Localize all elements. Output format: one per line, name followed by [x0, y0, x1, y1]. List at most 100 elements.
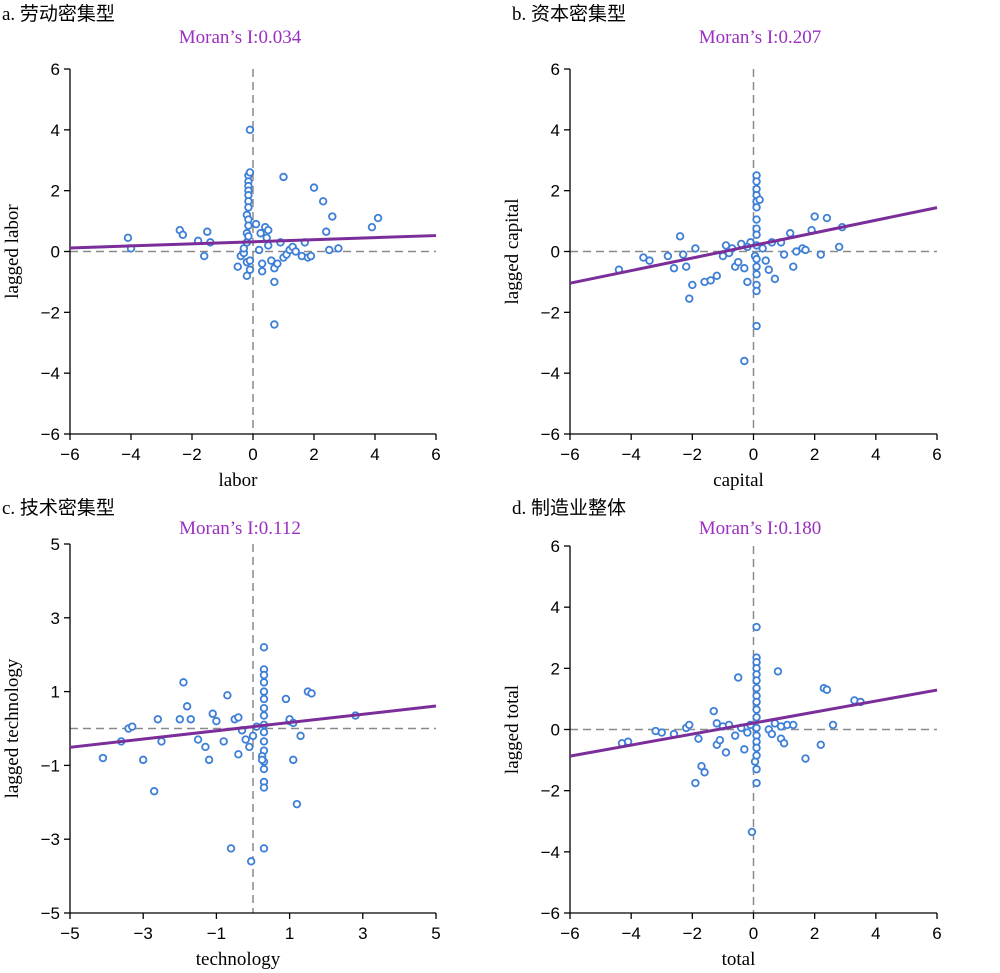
data-point — [259, 670, 269, 680]
data-point — [709, 706, 718, 716]
x-tick-label: 0 — [749, 924, 758, 943]
data-point — [764, 265, 773, 274]
x-tick-label: −1 — [207, 924, 226, 943]
x-axis-title: capital — [713, 470, 764, 491]
data-point — [752, 622, 761, 632]
data-point — [254, 245, 264, 255]
data-point — [259, 687, 269, 696]
x-tick-label: −2 — [683, 445, 702, 464]
data-point — [186, 715, 195, 724]
y-tick-label: 0 — [551, 243, 560, 262]
data-point — [242, 271, 252, 281]
data-point — [306, 251, 316, 261]
data-point — [801, 754, 810, 763]
data-point — [328, 212, 337, 221]
x-axis-title: technology — [196, 949, 281, 970]
data-point — [752, 203, 761, 212]
data-point — [367, 222, 377, 232]
data-point — [241, 735, 250, 744]
data-point — [259, 694, 269, 704]
data-point — [259, 737, 269, 746]
y-tick-label: 2 — [551, 659, 560, 678]
data-point — [264, 241, 273, 250]
data-point — [752, 262, 761, 271]
data-point — [257, 755, 267, 765]
x-tick-label: −2 — [683, 924, 702, 943]
data-point — [325, 245, 334, 255]
data-point — [251, 219, 261, 229]
data-point — [179, 678, 188, 687]
data-point — [259, 678, 269, 687]
data-point — [182, 702, 192, 711]
x-tick-label: 6 — [932, 924, 941, 943]
y-tick-label: 0 — [51, 243, 60, 262]
data-point — [257, 259, 267, 268]
data-point — [234, 713, 243, 722]
x-tick-label: 1 — [285, 924, 294, 943]
y-tick-label: −5 — [41, 904, 60, 923]
data-point — [257, 267, 267, 276]
data-point — [138, 755, 148, 765]
data-point — [259, 844, 269, 853]
data-point — [688, 280, 697, 290]
y-tick-label: 1 — [51, 683, 60, 702]
data-point — [740, 745, 749, 754]
data-point — [248, 731, 258, 741]
x-tick-label: −6 — [560, 924, 579, 943]
x-tick-label: 5 — [431, 924, 440, 943]
x-tick-label: −4 — [621, 445, 640, 464]
scatter-plot-total: d. 制造业整体 Moran’s I:0.180 −6 −4 −2 0 2 4 6 −6 −4 −2 0… — [502, 497, 942, 970]
data-point — [700, 768, 709, 777]
data-point — [212, 716, 221, 726]
data-point — [175, 715, 184, 724]
y-tick-label: −3 — [41, 830, 60, 849]
data-point — [128, 722, 137, 731]
data-point — [715, 736, 725, 745]
data-point — [740, 356, 749, 366]
data-point — [291, 247, 300, 256]
data-point — [296, 731, 305, 741]
data-point — [816, 740, 825, 749]
y-axis-title: lagged technology — [2, 658, 23, 798]
data-point — [752, 286, 761, 296]
data-point — [834, 242, 844, 252]
y-axis-title: lagged capital — [502, 198, 523, 304]
regression-line — [69, 704, 437, 749]
data-point — [270, 277, 279, 287]
x-tick-label: 6 — [431, 445, 440, 464]
data-point — [233, 262, 242, 271]
x-tick-label: 2 — [810, 445, 819, 464]
data-point — [691, 244, 700, 253]
data-point — [789, 720, 798, 730]
data-point — [752, 713, 761, 722]
x-axis-title: labor — [218, 470, 258, 491]
data-point — [153, 715, 163, 724]
data-point — [157, 737, 166, 746]
x-tick-label: −6 — [60, 445, 79, 464]
moran-annotation: Moran’s I:0.180 — [699, 518, 821, 539]
y-tick-label: −1 — [41, 756, 60, 775]
x-tick-label: 2 — [810, 924, 819, 943]
data-point — [789, 262, 798, 271]
data-point — [721, 748, 731, 757]
data-point — [779, 250, 789, 259]
data-point — [226, 844, 236, 853]
y-tick-label: 6 — [51, 60, 60, 79]
data-point — [801, 245, 810, 255]
y-tick-label: 4 — [51, 121, 60, 140]
y-tick-label: 3 — [51, 609, 60, 628]
data-point — [779, 739, 789, 748]
y-tick-label: −4 — [41, 364, 60, 383]
panel-c: c. 技术密集型 Moran’s I:0.112 −5 −3 −1 1 3 5 −5 −3 −1 1 3… — [0, 486, 500, 973]
y-axis-title: lagged total — [502, 685, 523, 774]
panel-d: d. 制造业整体 Moran’s I:0.180 −6 −4 −2 0 2 4 6 −6 −4 −2 0… — [500, 486, 1000, 973]
x-tick-label: −3 — [134, 924, 153, 943]
data-point — [149, 787, 159, 796]
y-tick-label: −4 — [541, 364, 560, 383]
regression-line — [569, 206, 938, 285]
moran-annotation: Moran’s I:0.034 — [179, 27, 302, 48]
moran-annotation: Moran’s I:0.207 — [699, 27, 821, 48]
regression-line — [69, 234, 437, 250]
y-tick-label: −6 — [541, 904, 560, 923]
x-tick-label: −6 — [560, 445, 579, 464]
